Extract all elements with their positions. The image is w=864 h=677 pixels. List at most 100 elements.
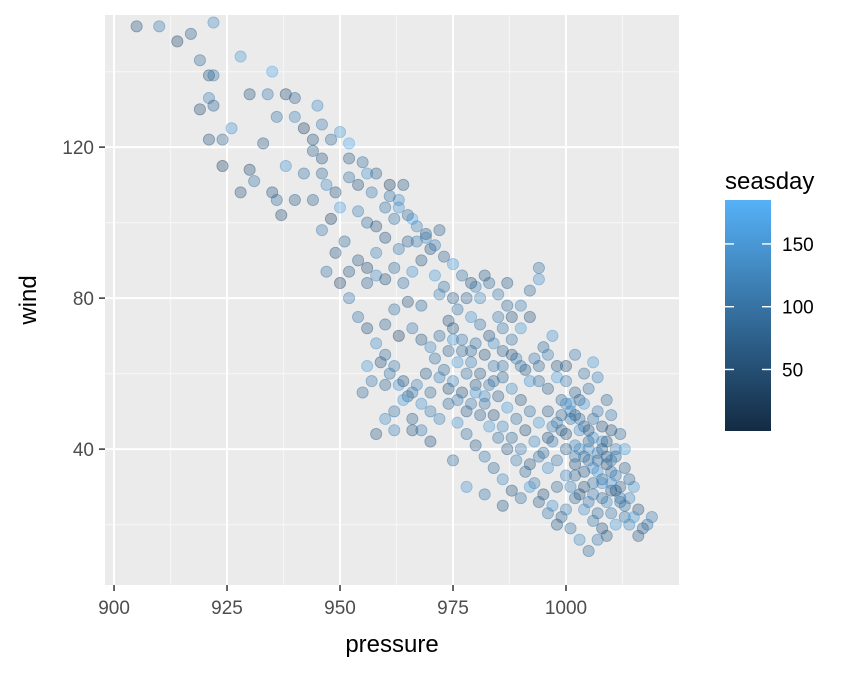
data-point <box>487 461 500 474</box>
data-point <box>171 35 184 48</box>
data-point <box>329 186 342 199</box>
data-point <box>248 175 261 188</box>
data-point <box>591 446 604 459</box>
data-point <box>532 495 545 508</box>
data-point <box>338 235 351 248</box>
data-point <box>388 261 401 274</box>
y-axis-title: wind <box>15 275 42 325</box>
data-point <box>541 405 554 418</box>
data-point <box>614 495 627 508</box>
y-tick-label: 40 <box>73 440 94 461</box>
data-point <box>578 450 591 463</box>
data-point <box>153 20 166 33</box>
data-point <box>582 424 595 437</box>
data-point <box>379 201 392 214</box>
data-point <box>555 511 568 524</box>
data-point <box>560 428 573 441</box>
data-point <box>614 492 627 505</box>
data-point <box>456 269 469 282</box>
data-point <box>483 420 496 433</box>
data-point <box>275 209 288 222</box>
data-point <box>573 533 586 546</box>
data-point <box>478 397 491 410</box>
colorbar-label: 100 <box>782 298 814 319</box>
data-point <box>501 299 514 312</box>
data-point <box>406 265 419 278</box>
data-point <box>379 273 392 286</box>
data-point <box>442 382 455 395</box>
data-point <box>609 450 622 463</box>
data-point <box>401 295 414 308</box>
data-point <box>596 443 609 456</box>
data-point <box>645 511 658 524</box>
data-point <box>433 329 446 342</box>
data-point <box>433 224 446 237</box>
data-point <box>596 420 609 433</box>
data-point <box>523 310 536 323</box>
data-point <box>406 412 419 425</box>
data-point <box>352 254 365 267</box>
data-point <box>573 488 586 501</box>
data-point <box>361 322 374 335</box>
data-point <box>388 405 401 418</box>
data-point <box>442 314 455 327</box>
data-point <box>627 480 640 493</box>
data-point <box>437 250 450 263</box>
data-point <box>505 333 518 346</box>
data-point <box>352 205 365 218</box>
data-point <box>541 348 554 361</box>
data-point <box>234 50 247 63</box>
data-point <box>410 220 423 233</box>
data-point <box>379 348 392 361</box>
data-point <box>560 503 573 516</box>
x-tick-label: 975 <box>437 598 469 619</box>
data-point <box>356 156 369 169</box>
data-point <box>478 269 491 282</box>
data-point <box>352 310 365 323</box>
data-point <box>618 499 631 512</box>
data-point <box>388 303 401 316</box>
data-point <box>451 394 464 407</box>
data-point <box>465 356 478 369</box>
data-point <box>207 69 220 82</box>
data-point <box>383 367 396 380</box>
data-point <box>514 394 527 407</box>
data-point <box>379 412 392 425</box>
data-point <box>510 454 523 467</box>
data-point <box>605 507 618 520</box>
data-point <box>541 461 554 474</box>
data-point <box>447 375 460 388</box>
data-point <box>130 20 143 33</box>
data-point <box>492 310 505 323</box>
data-point <box>560 469 573 482</box>
data-point <box>261 88 274 101</box>
data-point <box>447 333 460 346</box>
data-point <box>334 201 347 214</box>
data-point <box>564 412 577 425</box>
data-point <box>505 348 518 361</box>
data-point <box>279 159 292 172</box>
data-point <box>288 110 301 123</box>
data-point <box>433 288 446 301</box>
data-point <box>311 99 324 112</box>
data-point <box>596 435 609 448</box>
data-point <box>600 495 613 508</box>
data-point <box>388 212 401 225</box>
data-point <box>623 518 636 531</box>
x-tick-labels: 900 925 950 975 1000 <box>98 598 587 619</box>
data-point <box>465 277 478 290</box>
data-point <box>550 480 563 493</box>
data-point <box>501 277 514 290</box>
data-point <box>605 454 618 467</box>
data-point <box>587 431 600 444</box>
x-tick-label: 900 <box>98 598 130 619</box>
data-point <box>202 133 215 146</box>
x-axis-title: pressure <box>345 631 438 658</box>
data-point <box>528 435 541 448</box>
data-point <box>519 465 532 478</box>
data-point <box>569 348 582 361</box>
data-point <box>343 265 356 278</box>
data-point <box>266 65 279 78</box>
data-point <box>623 492 636 505</box>
